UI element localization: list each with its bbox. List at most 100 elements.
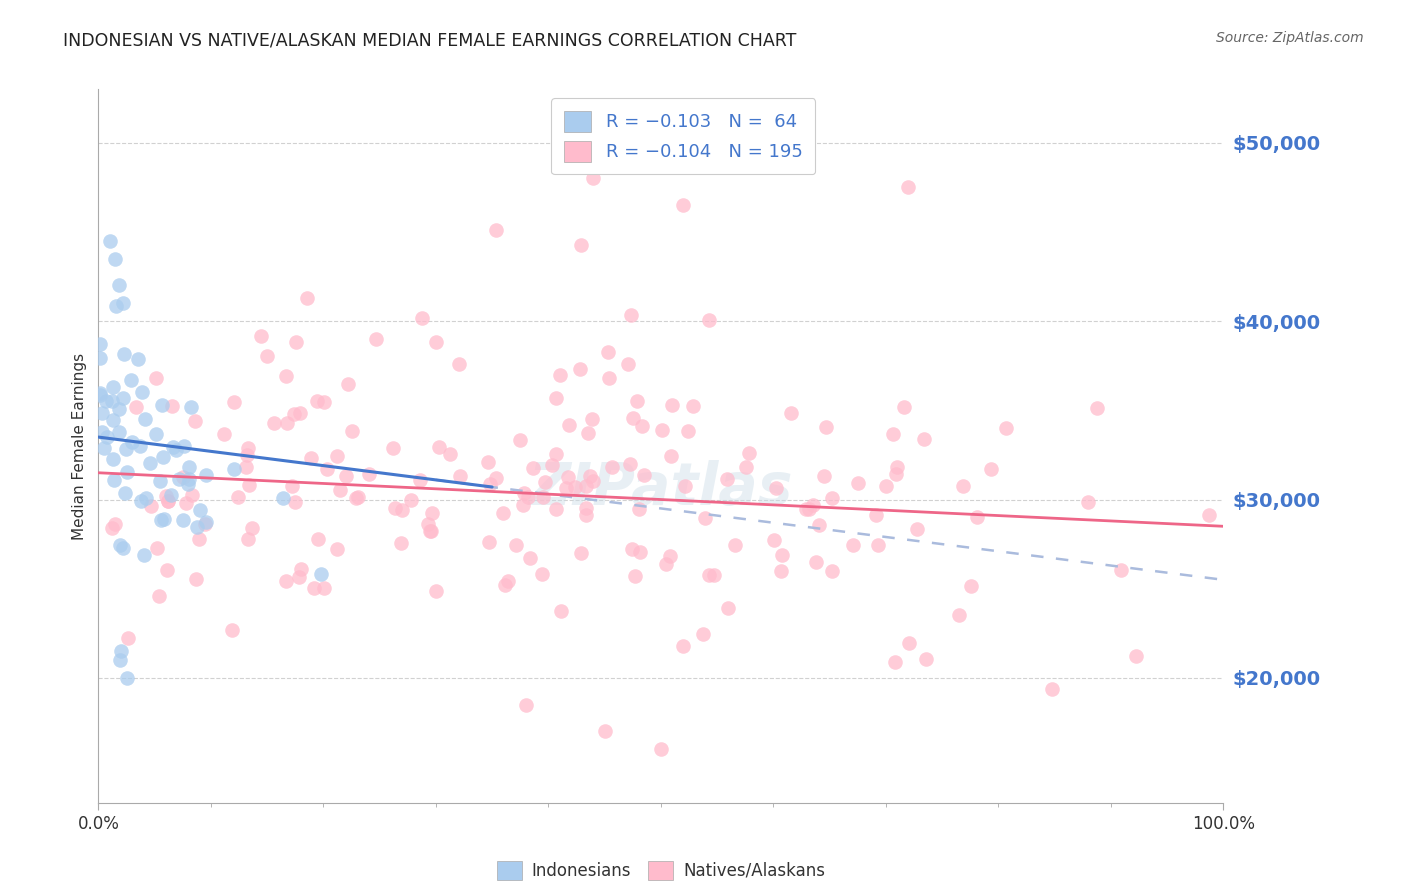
Point: [103, 380, 125, 394]
Point: [600, 460, 623, 475]
Point: [89, 337, 111, 351]
Point: [271, 491, 294, 505]
Point: [548, 368, 571, 383]
Point: [214, 426, 236, 441]
Point: [541, 458, 564, 472]
Point: [336, 377, 359, 392]
Point: [120, 373, 142, 387]
Point: [150, 513, 173, 527]
Point: [692, 627, 714, 641]
Point: [804, 556, 827, 570]
Point: [307, 394, 329, 409]
Point: [569, 546, 592, 560]
Point: [129, 439, 152, 453]
Point: [89, 386, 111, 401]
Point: [593, 724, 616, 739]
Point: [516, 490, 538, 504]
Point: [429, 440, 451, 454]
Point: [598, 345, 620, 359]
Point: [912, 432, 935, 446]
Point: [256, 349, 278, 363]
Point: [676, 424, 699, 438]
Point: [703, 567, 725, 582]
Point: [697, 313, 720, 327]
Point: [842, 538, 865, 552]
Point: [478, 477, 501, 491]
Point: [96, 393, 118, 408]
Point: [145, 371, 167, 385]
Point: [346, 491, 368, 505]
Point: [104, 517, 127, 532]
Point: [103, 473, 125, 487]
Point: [357, 467, 380, 482]
Point: [875, 479, 897, 493]
Point: [274, 369, 297, 384]
Point: [150, 398, 173, 412]
Point: [226, 490, 249, 504]
Point: [579, 468, 602, 483]
Point: [948, 607, 970, 622]
Point: [897, 635, 920, 649]
Point: [366, 332, 388, 346]
Point: [651, 423, 673, 437]
Point: [179, 472, 201, 486]
Point: [139, 456, 162, 470]
Point: [765, 481, 787, 495]
Point: [389, 536, 412, 550]
Point: [619, 457, 641, 471]
Point: [633, 467, 655, 482]
Point: [139, 499, 162, 513]
Point: [165, 443, 187, 458]
Point: [314, 581, 336, 595]
Point: [815, 419, 838, 434]
Point: [555, 481, 578, 495]
Point: [512, 498, 534, 512]
Point: [114, 486, 136, 500]
Point: [108, 653, 131, 667]
Point: [288, 570, 311, 584]
Point: [530, 567, 553, 582]
Point: [290, 562, 312, 576]
Point: [281, 479, 304, 493]
Point: [194, 517, 217, 532]
Point: [915, 652, 938, 666]
Point: [110, 644, 132, 658]
Point: [693, 511, 716, 525]
Point: [263, 416, 285, 430]
Point: [672, 639, 695, 653]
Point: [335, 469, 357, 483]
Point: [738, 446, 761, 460]
Point: [184, 414, 207, 428]
Point: [568, 362, 591, 376]
Point: [107, 278, 129, 293]
Point: [96, 430, 118, 444]
Point: [236, 441, 259, 455]
Point: [124, 401, 146, 415]
Point: [112, 296, 135, 310]
Point: [447, 357, 470, 371]
Point: [531, 490, 554, 504]
Point: [550, 604, 572, 618]
Point: [160, 488, 183, 502]
Point: [780, 406, 803, 420]
Point: [626, 394, 648, 409]
Point: [276, 417, 298, 431]
Point: [484, 223, 506, 237]
Point: [155, 489, 177, 503]
Point: [582, 171, 605, 186]
Point: [179, 459, 201, 474]
Point: [1040, 682, 1063, 697]
Point: [180, 401, 202, 415]
Point: [108, 402, 131, 417]
Point: [821, 491, 844, 505]
Point: [135, 491, 157, 505]
Legend: Indonesians, Natives/Alaskans: Indonesians, Natives/Alaskans: [491, 854, 831, 887]
Point: [162, 440, 184, 454]
Point: [616, 357, 638, 371]
Point: [769, 564, 792, 578]
Point: [762, 533, 785, 548]
Point: [420, 524, 443, 538]
Point: [544, 446, 567, 460]
Point: [172, 470, 194, 484]
Point: [770, 548, 793, 562]
